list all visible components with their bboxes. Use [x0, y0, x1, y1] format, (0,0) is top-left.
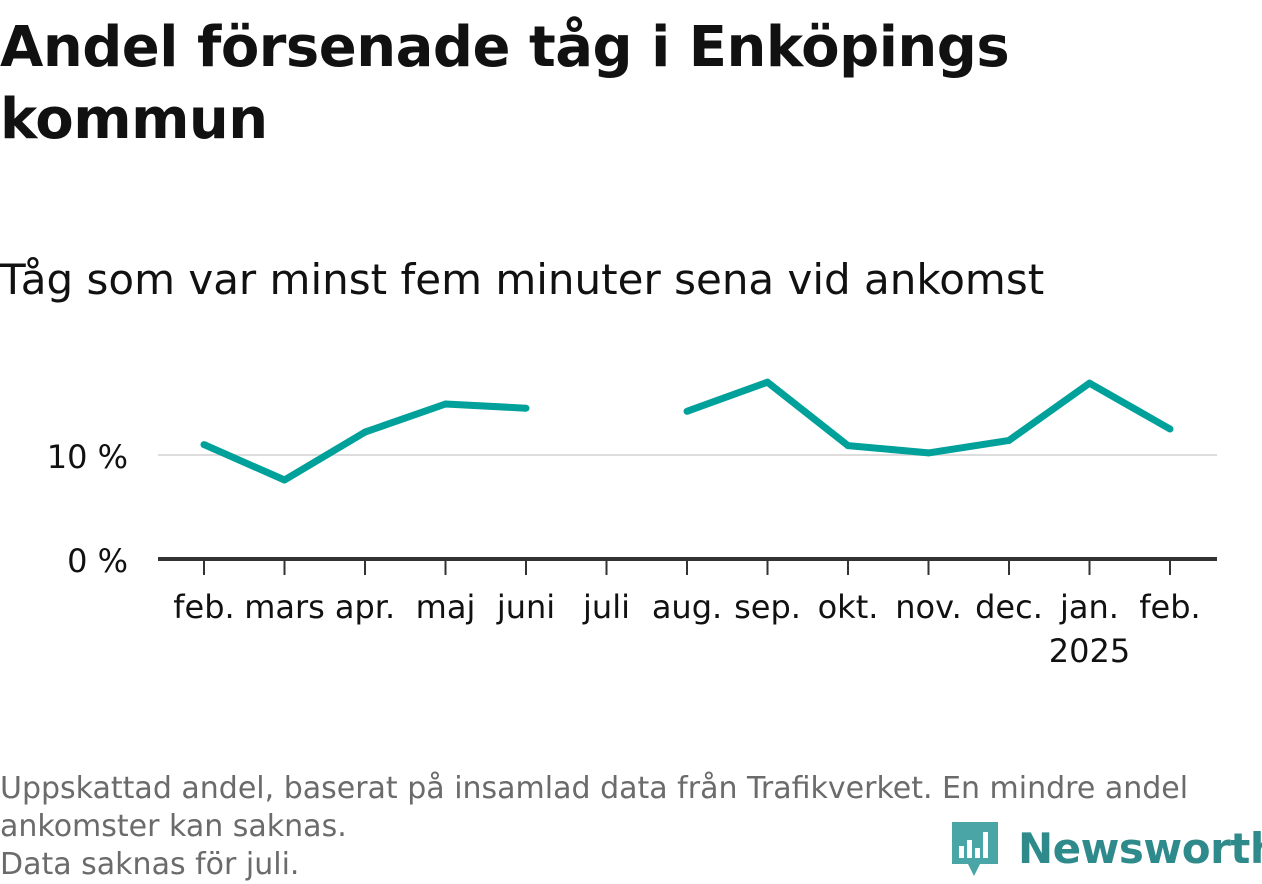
newsworthy-logo: Newsworthy [950, 818, 1262, 878]
data-point [1086, 379, 1093, 387]
x-axis-ticks: feb. mars apr. maj juni juli aug. sep. okt. nov. d… [173, 559, 1201, 670]
data-point [442, 400, 449, 408]
data-point [925, 449, 932, 457]
x-tick-label: mars [244, 588, 325, 626]
y-axis-ticks: 0 % 10 % [47, 438, 128, 580]
data-point [361, 428, 369, 436]
data-point [764, 378, 771, 386]
data-point [683, 407, 691, 415]
x-tick-label: juli [582, 588, 630, 626]
footnote: Uppskattad andel, baserat på insamlad da… [0, 770, 1250, 884]
x-tick-label: aug. [652, 588, 722, 626]
data-point [200, 441, 208, 449]
series-line-segment [685, 378, 1172, 457]
x-tick-label: sep. [734, 588, 801, 626]
footnote-line-3: Data saknas för juli. [0, 847, 300, 882]
data-point [1166, 425, 1174, 433]
x-tick-label: okt. [818, 588, 879, 626]
chart-title: Andel försenade tåg i Enköpings kommun [0, 15, 1010, 152]
chart-subtitle: Tåg som var minst fem minuter sena vid a… [0, 255, 1045, 304]
x-tick-label: maj [416, 588, 476, 626]
data-point [281, 476, 288, 484]
x-tick-label: juni [496, 588, 555, 626]
y-tick-label: 0 % [67, 542, 128, 580]
data-point [522, 404, 530, 412]
footnote-line-2: ankomster kan saknas. [0, 809, 347, 844]
data-point [1005, 436, 1013, 444]
x-tick-label: feb. [1139, 588, 1200, 626]
x-tick-label: nov. [895, 588, 961, 626]
series-line [200, 378, 1174, 484]
x-year-label: 2025 [1049, 632, 1130, 670]
logo-text: Newsworthy [1018, 823, 1262, 873]
y-tick-label: 10 % [47, 438, 128, 476]
newsworthy-logo-icon [952, 822, 998, 876]
data-point [844, 442, 852, 450]
x-tick-label: dec. [975, 588, 1043, 626]
series-line-segment [202, 400, 527, 484]
x-tick-label: feb. [173, 588, 234, 626]
footnote-line-1: Uppskattad andel, baserat på insamlad da… [0, 771, 1189, 806]
x-tick-label: apr. [335, 588, 395, 626]
x-tick-label: jan. [1059, 588, 1119, 626]
